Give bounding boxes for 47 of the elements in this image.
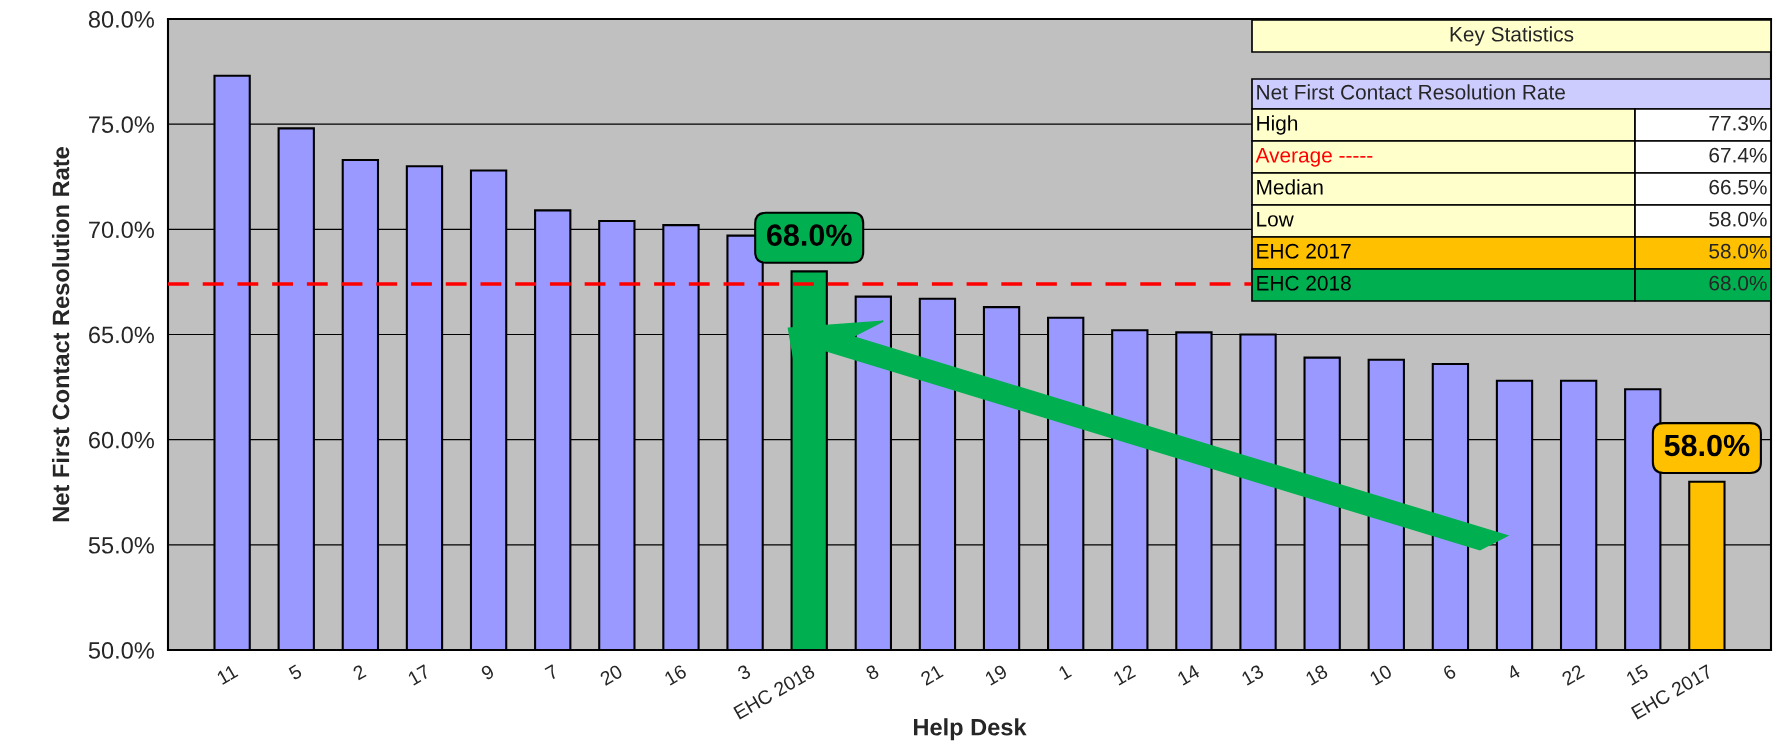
x-tick-label: 9 (480, 664, 495, 681)
annotation: Average ----- (1255, 148, 1373, 167)
x-tick-label: 17 (407, 664, 431, 686)
x-tick-label: 5 (287, 664, 303, 681)
annotation: High (1257, 115, 1298, 135)
x-tick-label: 1 (1057, 664, 1072, 681)
annotation: 77.3% (1709, 115, 1767, 131)
y-tick-label: 65.0% (89, 326, 154, 344)
x-tick-label: 19 (984, 664, 1008, 686)
x-axis-title: Help Desk (914, 718, 1027, 741)
data-label: 68.0% (767, 224, 852, 246)
x-tick-label: 3 (736, 664, 752, 681)
annotation: Low (1257, 212, 1294, 227)
x-tick-label: 13 (1240, 664, 1265, 686)
x-tick-label: 7 (544, 664, 559, 681)
y-tick-label: 55.0% (88, 536, 154, 554)
y-tick-label: 60.0% (89, 431, 154, 449)
x-tick-label: 18 (1304, 664, 1329, 686)
x-tick-label: 10 (1369, 664, 1393, 686)
x-tick-label: 15 (1625, 664, 1650, 686)
annotation: 58.0% (1709, 243, 1767, 259)
annotation: 58.0% (1709, 211, 1767, 227)
x-tick-label: 4 (1505, 664, 1522, 681)
x-tick-label: 14 (1176, 664, 1201, 686)
y-axis-title: Net First Contact Resolution Rate (51, 147, 70, 522)
y-tick-label: 50.0% (88, 642, 154, 659)
annotation: Net First Contact Resolution Rate (1257, 84, 1565, 100)
annotation: Key Statistics (1450, 26, 1574, 46)
annotation: EHC 2018 (1257, 275, 1351, 291)
y-tick-label: 80.0% (88, 11, 154, 28)
x-tick-label: 22 (1561, 664, 1585, 686)
annotation: EHC 2017 (1257, 243, 1351, 259)
annotation: 68.0% (1709, 275, 1767, 291)
x-tick-label: 6 (1442, 664, 1457, 681)
x-tick-label: 21 (919, 664, 944, 686)
x-tick-label: 8 (864, 664, 880, 681)
x-tick-label: 12 (1112, 664, 1136, 686)
x-tick-label: 2 (352, 664, 367, 681)
y-tick-label: 70.0% (89, 221, 154, 239)
y-tick-label: 75.0% (89, 116, 154, 133)
x-tick-label: 16 (663, 664, 688, 686)
data-label: 58.0% (1664, 434, 1750, 457)
x-tick-label: 11 (216, 664, 239, 685)
annotation: Median (1257, 179, 1323, 195)
annotation: 66.5% (1709, 179, 1767, 195)
annotation: 67.4% (1709, 147, 1767, 163)
x-tick-label: 20 (599, 664, 624, 686)
